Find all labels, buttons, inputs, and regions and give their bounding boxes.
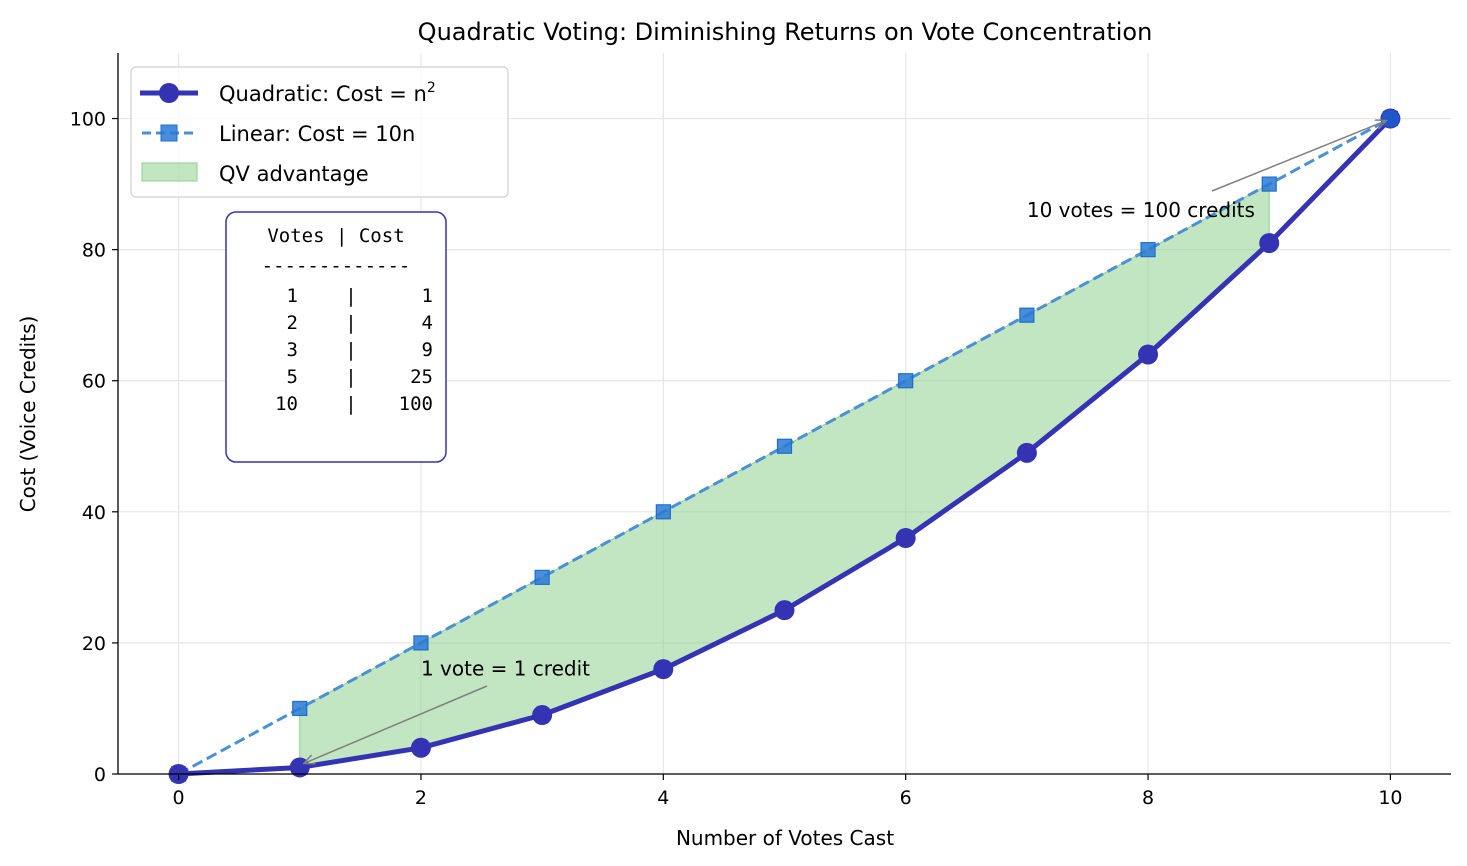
- linear-marker: [1140, 242, 1156, 258]
- legend-quadratic-marker: [159, 83, 179, 103]
- annotation-arrow: [1211, 121, 1386, 192]
- legend-frame: [130, 66, 509, 198]
- linear-marker: [1261, 176, 1277, 192]
- x-tick-label: 0: [173, 787, 185, 809]
- legend: Quadratic: Cost = n2 Linear: Cost = 10n QV…: [130, 66, 509, 198]
- quadratic-marker: [410, 737, 431, 758]
- table-box-frame: [225, 211, 447, 463]
- table-cell-sep: |: [345, 339, 356, 361]
- series-group: [168, 108, 1401, 784]
- table-cell-cost: 100: [399, 393, 433, 415]
- linear-endpoint-marker: [1381, 109, 1400, 128]
- linear-marker: [292, 700, 308, 717]
- table-cell-votes: 2: [287, 312, 298, 334]
- quadratic-marker: [895, 528, 916, 549]
- quadratic-marker: [532, 705, 553, 726]
- linear-marker: [413, 635, 429, 651]
- table-cell-sep: |: [345, 393, 356, 415]
- annotations: 1 vote = 1 credit 10 votes = 100 credits: [304, 121, 1387, 764]
- table-box: Votes | Cost ------------- 1 | 1 2 | 4 3 | 9 5 | 25 10…: [225, 211, 447, 463]
- quadratic-marker: [1259, 233, 1280, 254]
- y-axis-label: Cost (Voice Credits): [16, 316, 40, 513]
- y-tick-label: 60: [82, 371, 106, 393]
- x-tick-label: 6: [900, 787, 912, 809]
- table-cell-votes: 5: [287, 366, 298, 388]
- linear-marker: [898, 373, 914, 389]
- x-tick-label: 2: [415, 787, 427, 809]
- table-cell-cost: 1: [422, 285, 433, 307]
- table-cell-sep: |: [345, 312, 356, 334]
- annotation-text: 1 vote = 1 credit: [421, 657, 590, 681]
- table-cell-cost: 9: [422, 339, 433, 361]
- y-tick-label: 0: [94, 764, 106, 786]
- x-tick-label: 8: [1142, 787, 1154, 809]
- quadratic-marker: [1138, 344, 1159, 365]
- x-axis-label: Number of Votes Cast: [676, 826, 894, 850]
- linear-marker: [776, 438, 793, 454]
- table-separator: -------------: [262, 255, 411, 277]
- table-cell-votes: 10: [275, 393, 298, 415]
- quadratic-marker: [1016, 442, 1037, 463]
- legend-linear-marker: [160, 124, 178, 142]
- y-tick-label: 100: [70, 109, 106, 131]
- x-tick-label: 4: [657, 787, 669, 809]
- table-cell-cost: 25: [410, 366, 433, 388]
- quadratic-marker: [774, 600, 795, 621]
- x-tick-label: 10: [1378, 787, 1402, 809]
- table-cell-votes: 1: [287, 285, 298, 307]
- legend-fill-label: QV advantage: [219, 162, 369, 186]
- table-cell-sep: |: [345, 366, 356, 388]
- chart-title: Quadratic Voting: Diminishing Returns on…: [418, 18, 1153, 46]
- legend-linear-label: Linear: Cost = 10n: [219, 122, 415, 146]
- table-header: Votes | Cost: [267, 225, 404, 247]
- table-cell-sep: |: [345, 285, 356, 307]
- quadratic-marker: [653, 659, 674, 680]
- y-tick-label: 40: [82, 502, 106, 524]
- annotation-text: 10 votes = 100 credits: [1027, 198, 1255, 222]
- linear-marker: [1019, 307, 1035, 323]
- table-cell-cost: 4: [422, 312, 433, 334]
- annotation-arrow: [304, 685, 488, 763]
- table-cell-votes: 3: [287, 339, 298, 361]
- y-tick-label: 80: [82, 240, 106, 262]
- linear-marker: [534, 569, 550, 585]
- y-tick-label: 20: [82, 633, 106, 655]
- legend-quadratic-label: Quadratic: Cost = n2: [219, 80, 436, 106]
- legend-fill-swatch: [141, 162, 198, 182]
- linear-marker: [655, 504, 671, 520]
